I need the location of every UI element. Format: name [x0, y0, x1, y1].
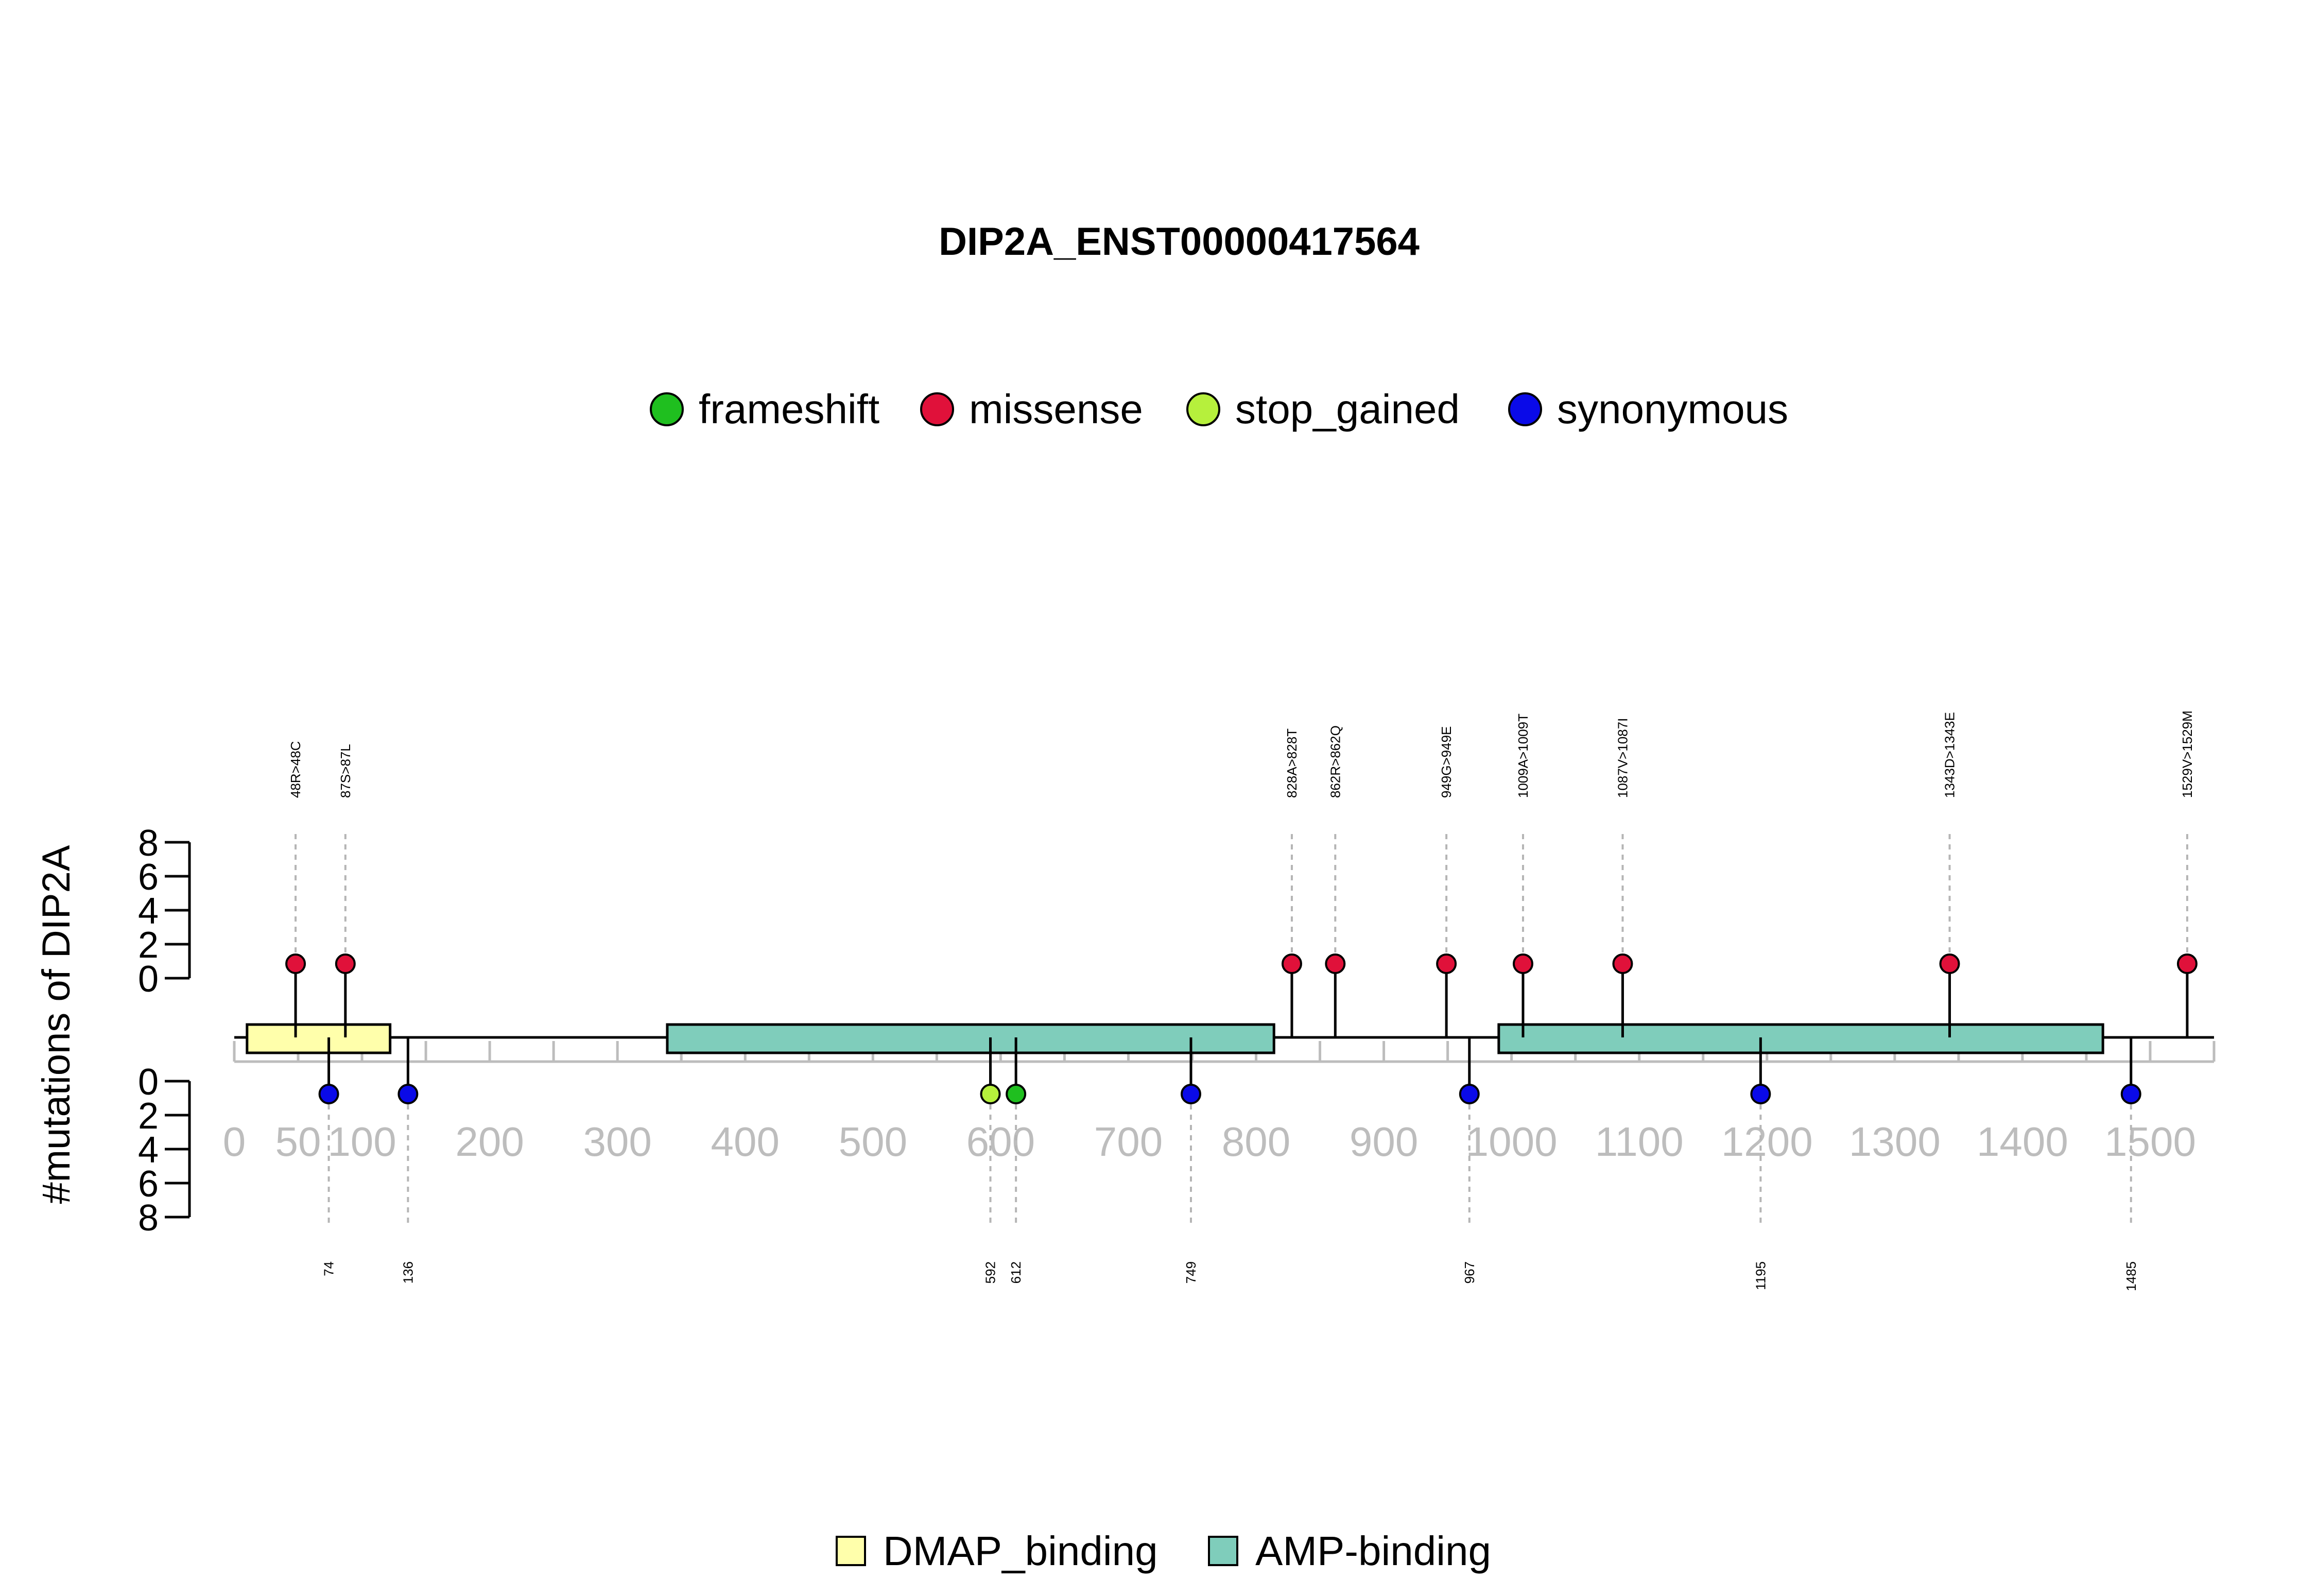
axes: 0 50 100 200 300 400 500 600 700 800 900 1000 1100 12…: [34, 823, 2216, 1239]
mutation-head-synonymous: [1181, 1084, 1202, 1104]
x-tick-label: 1300: [1849, 1119, 1941, 1165]
mutation-head-missense: [1281, 953, 1302, 974]
mutation-label: 48R>48C: [288, 741, 303, 798]
y-tick-label-upper: 6: [138, 857, 159, 898]
legend-swatch-frameshift: [650, 392, 684, 426]
lollipops: 48R>48C 87S>87L 828A>828T 862R>862Q 949G>949…: [285, 710, 2198, 1291]
mutation-head-synonymous: [2120, 1084, 2141, 1104]
mutation-head-synonymous: [1459, 1084, 1480, 1104]
x-tick-label: 400: [711, 1119, 780, 1165]
mutation-label: 1343D>1343E: [1942, 712, 1958, 798]
legend-label-stop_gained: stop_gained: [1235, 386, 1460, 432]
y-tick-label-upper: 8: [138, 823, 159, 864]
mutation-label: 612: [1008, 1261, 1024, 1283]
mutation-label: 87S>87L: [338, 744, 353, 798]
x-tick-label: 100: [327, 1119, 396, 1165]
y-axis-label: #mutations of DIP2A: [34, 845, 78, 1204]
mutation-head-missense: [1939, 953, 1960, 974]
x-tick-label: 700: [1094, 1119, 1163, 1165]
mutation-label: 1195: [1753, 1261, 1768, 1290]
mutation-head-stop_gained: [980, 1084, 1001, 1104]
mutation-head-frameshift: [1006, 1084, 1027, 1104]
x-tick-label: 0: [223, 1119, 246, 1165]
y-tick-label-lower: 6: [138, 1164, 159, 1205]
mutation-head-synonymous: [397, 1084, 419, 1104]
domain-legend-swatch: [836, 1536, 866, 1566]
mutation-label: 592: [983, 1261, 998, 1283]
x-tick-label: 1000: [1466, 1119, 1558, 1165]
domain-AMP-binding: [666, 1023, 1275, 1054]
y-tick-label-upper: 0: [138, 959, 159, 1000]
mutation-head-missense: [2176, 953, 2198, 974]
mutation-label: 1529V>1529M: [2180, 710, 2195, 798]
x-tick-label: 1400: [1977, 1119, 2068, 1165]
mutation-label: 862R>862Q: [1327, 725, 1343, 798]
mutation-head-missense: [1512, 953, 1533, 974]
domains: [246, 1023, 2104, 1054]
legend-label-synonymous: synonymous: [1557, 386, 1788, 432]
legend-label-frameshift: frameshift: [699, 386, 879, 432]
y-tick-label-upper: 2: [138, 925, 159, 966]
mutation-label: 949G>949E: [1439, 726, 1454, 798]
y-tick-label-lower: 0: [138, 1062, 159, 1103]
mutation-type-legend: frameshift missense stop_gained synonymous: [650, 386, 1788, 432]
x-tick-label: 500: [839, 1119, 907, 1165]
mutation-label: 1087V>1087I: [1615, 718, 1630, 798]
domain-legend-swatch: [1208, 1536, 1238, 1566]
domain-legend: DMAP_binding AMP-binding: [836, 1528, 1491, 1574]
legend-swatch-synonymous: [1508, 392, 1542, 426]
mutation-label: 74: [321, 1261, 337, 1276]
x-tick-label: 1500: [2104, 1119, 2196, 1165]
domain-DMAP_binding: [246, 1023, 392, 1054]
legend-swatch-stop_gained: [1186, 392, 1220, 426]
domain-legend-label: AMP-binding: [1255, 1528, 1491, 1574]
y-tick-label-lower: 4: [138, 1130, 159, 1171]
mutation-head-missense: [1325, 953, 1346, 974]
mutation-head-synonymous: [318, 1084, 339, 1104]
chart-title: DIP2A_ENST00000417564: [939, 220, 1420, 264]
mutation-label: 828A>828T: [1284, 728, 1300, 798]
mutation-head-missense: [335, 953, 356, 974]
mutation-head-missense: [1436, 953, 1457, 974]
domain-AMP-binding: [1497, 1023, 2104, 1054]
mutation-head-missense: [1612, 953, 1633, 974]
legend-swatch-missense: [920, 392, 954, 426]
x-tick-label: 1200: [1721, 1119, 1813, 1165]
mutation-label: 967: [1462, 1261, 1477, 1283]
x-tick-label: 1100: [1595, 1119, 1684, 1165]
domain-legend-label: DMAP_binding: [883, 1528, 1158, 1574]
legend-label-missense: missense: [969, 386, 1143, 432]
x-tick-label: 600: [966, 1119, 1035, 1165]
x-tick-label: 300: [583, 1119, 651, 1165]
x-tick-label: 800: [1222, 1119, 1290, 1165]
mutation-head-synonymous: [1750, 1084, 1771, 1104]
y-tick-label-lower: 8: [138, 1198, 159, 1239]
y-tick-label-lower: 2: [138, 1096, 159, 1137]
x-tick-label: 900: [1350, 1119, 1418, 1165]
x-tick-label: 50: [275, 1119, 321, 1165]
mutation-head-missense: [285, 953, 306, 974]
mutation-label: 136: [400, 1261, 416, 1283]
mutation-label: 749: [1183, 1261, 1199, 1283]
mutation-label: 1485: [2123, 1261, 2139, 1291]
mutation-label: 1009A>1009T: [1515, 714, 1531, 798]
x-tick-label: 200: [455, 1119, 524, 1165]
y-tick-label-upper: 4: [138, 891, 159, 932]
